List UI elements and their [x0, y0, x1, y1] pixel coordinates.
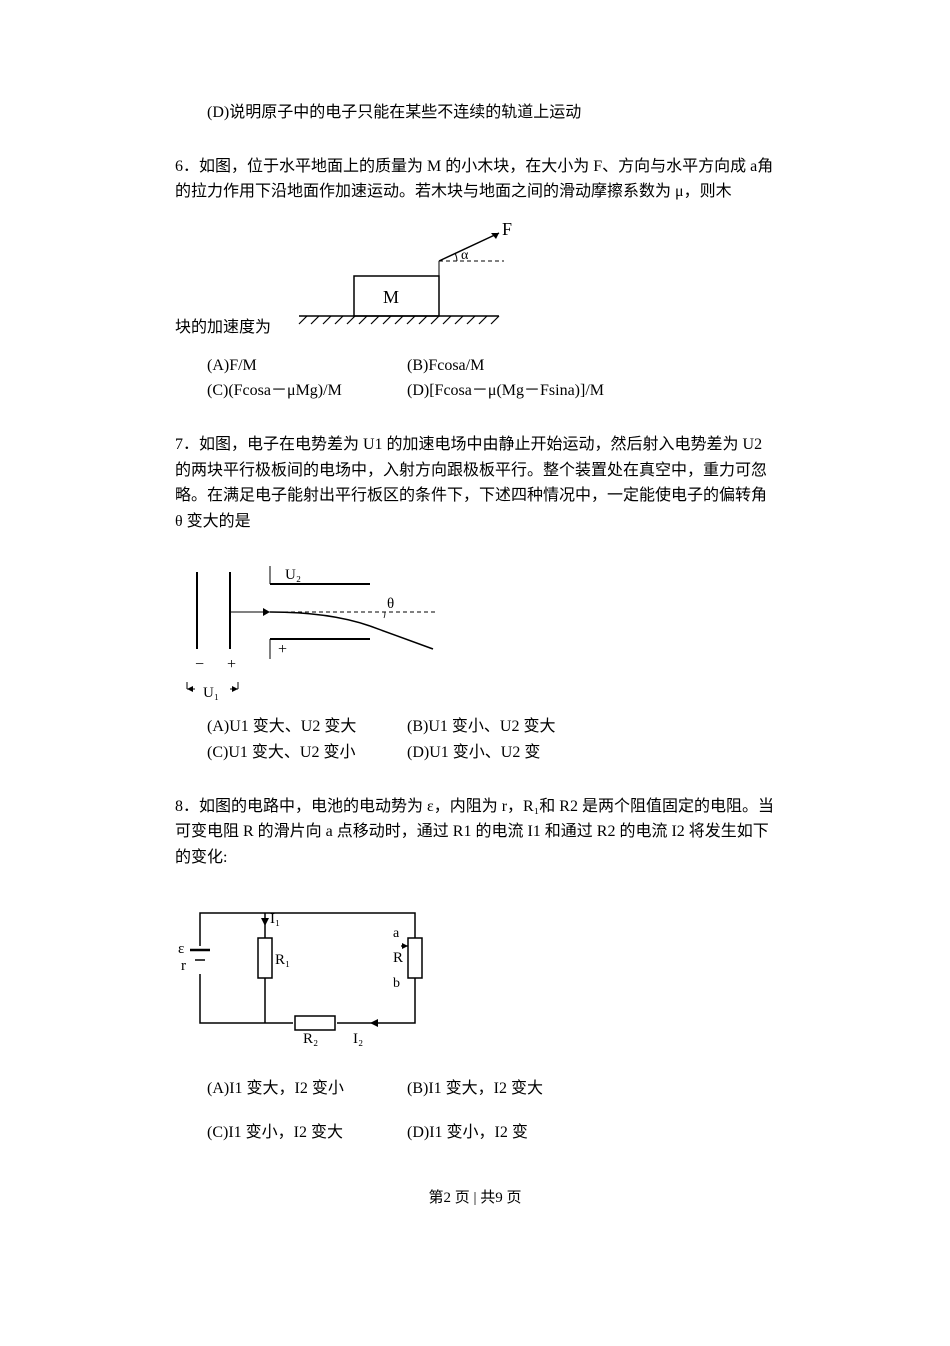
svg-text:R₂: R₂: [303, 1031, 318, 1047]
svg-text:R: R: [393, 950, 403, 966]
q6-optA: (A)F/M: [207, 353, 407, 379]
svg-text:r: r: [181, 958, 186, 974]
q7-optC: (C)U1 变大、U2 变小: [207, 740, 407, 766]
svg-text:R₁: R₁: [275, 952, 290, 968]
q7-figure: − + U₁ U₂ +: [175, 554, 775, 704]
q7-optA: (A)U1 变大、U2 变大: [207, 714, 407, 740]
q5-optD-text: (D)说明原子中的电子只能在某些不连续的轨道上运动: [175, 100, 775, 126]
svg-text:b: b: [393, 976, 400, 991]
svg-text:U₁: U₁: [203, 685, 219, 701]
q6: 6．如图，位于水平地面上的质量为 M 的小木块，在大小为 F、方向与水平方向成 …: [175, 154, 775, 404]
svg-text:−: −: [195, 656, 204, 673]
q6-tail: 块的加速度为: [175, 315, 271, 341]
page-footer: 第2 页 | 共9 页: [175, 1186, 775, 1210]
q8-optB: (B)I1 变大，I2 变大: [407, 1076, 775, 1102]
q5-option-d: (D)说明原子中的电子只能在某些不连续的轨道上运动: [175, 100, 775, 126]
q8-text: 8．如图的电路中，电池的电动势为 ε，内阻为 r，R₁和 R2 是两个阻值固定的…: [175, 794, 775, 871]
q8-options-row2: (C)I1 变小，I2 变大 (D)I1 变小，I2 变: [175, 1120, 775, 1146]
q8-figure: ε r R₁ I₁ a b R R₂ I₂: [175, 888, 775, 1048]
svg-text:ε: ε: [178, 941, 184, 957]
q8-optA: (A)I1 变大，I2 变小: [207, 1076, 407, 1102]
q6-options-row2: (C)(Fcosa－μMg)/M (D)[Fcosa－μ(Mg－Fsina)]/…: [175, 378, 775, 404]
q6-optD: (D)[Fcosa－μ(Mg－Fsina)]/M: [407, 378, 775, 404]
q7-optD: (D)U1 变小、U2 变: [407, 740, 775, 766]
svg-text:I₁: I₁: [270, 911, 280, 927]
svg-text:+: +: [227, 656, 236, 673]
svg-text:α: α: [461, 248, 469, 263]
q6-optB: (B)Fcosa/M: [407, 353, 775, 379]
q6-figure-row: 块的加速度为: [175, 211, 775, 341]
q7: 7．如图，电子在电势差为 U1 的加速电场中由静止开始运动，然后射入电势差为 U…: [175, 432, 775, 766]
q7-text: 7．如图，电子在电势差为 U1 的加速电场中由静止开始运动，然后射入电势差为 U…: [175, 432, 775, 534]
svg-text:a: a: [393, 926, 400, 941]
q6-figure: M α F: [279, 221, 519, 331]
q6-text: 6．如图，位于水平地面上的质量为 M 的小木块，在大小为 F、方向与水平方向成 …: [175, 154, 775, 205]
q8-options-row1: (A)I1 变大，I2 变小 (B)I1 变大，I2 变大: [175, 1076, 775, 1102]
q8-optD: (D)I1 变小，I2 变: [407, 1120, 775, 1146]
svg-text:θ: θ: [387, 596, 394, 612]
q8-optC: (C)I1 变小，I2 变大: [207, 1120, 407, 1146]
q6-options-row1: (A)F/M (B)Fcosa/M: [175, 353, 775, 379]
svg-text:F: F: [502, 221, 512, 239]
q7-options-row1: (A)U1 变大、U2 变大 (B)U1 变小、U2 变大: [175, 714, 775, 740]
q7-optB: (B)U1 变小、U2 变大: [407, 714, 775, 740]
q7-options-row2: (C)U1 变大、U2 变小 (D)U1 变小、U2 变: [175, 740, 775, 766]
svg-text:I₂: I₂: [353, 1031, 363, 1047]
q8: 8．如图的电路中，电池的电动势为 ε，内阻为 r，R₁和 R2 是两个阻值固定的…: [175, 794, 775, 1146]
q6-optC: (C)(Fcosa－μMg)/M: [207, 378, 407, 404]
svg-text:M: M: [383, 287, 399, 307]
svg-text:+: +: [278, 641, 287, 658]
svg-text:U₂: U₂: [285, 567, 301, 583]
